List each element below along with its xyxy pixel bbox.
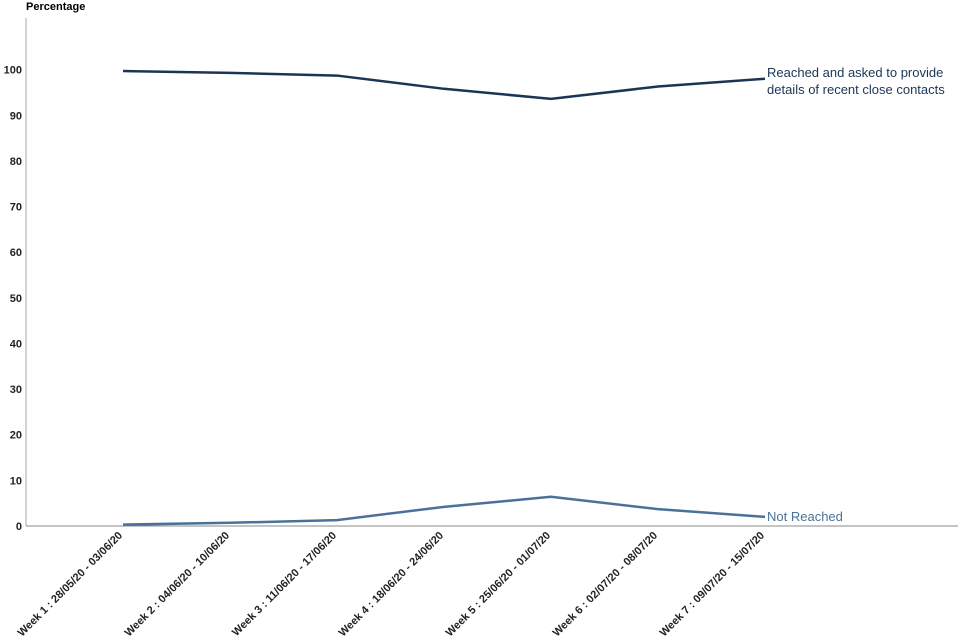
series-line: [122, 69, 766, 101]
x-tick-label: Week 3 : 11/06/20 - 17/06/20: [230, 530, 339, 639]
y-tick-label: 100: [4, 65, 22, 77]
series-label: Not Reached: [767, 508, 843, 524]
x-tick-label: Week 5 : 25/06/20 - 01/07/20: [444, 530, 554, 640]
y-axis-label: Percentage: [26, 1, 85, 13]
series-line: [122, 495, 766, 526]
y-tick-label: 80: [10, 156, 22, 168]
y-tick-label: 70: [10, 202, 22, 214]
y-tick-label: 40: [10, 338, 22, 350]
y-tick-label: 30: [10, 384, 22, 396]
y-tick-label: 10: [10, 475, 22, 487]
x-tick-label: Week 7 : 09/07/20 - 15/07/20: [658, 530, 768, 640]
y-tick-label: 90: [10, 110, 22, 122]
y-tick-label: 20: [10, 430, 22, 442]
y-tick-label: 60: [10, 247, 22, 259]
x-tick-label: Week 2 : 04/06/20 - 10/06/20: [123, 530, 233, 640]
y-tick-label: 0: [16, 521, 22, 533]
x-tick-label: Week 6 : 02/07/20 - 08/07/20: [551, 530, 661, 640]
series-label: Reached and asked to provide details of …: [767, 64, 945, 97]
y-tick-label: 50: [10, 293, 22, 305]
x-tick-label: Week 4 : 18/06/20 - 24/06/20: [337, 530, 447, 640]
x-tick-label: Week 1 : 28/05/20 - 03/06/20: [16, 530, 126, 640]
